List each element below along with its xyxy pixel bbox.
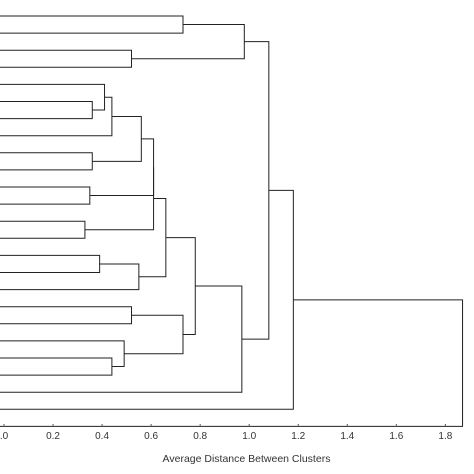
dendrogram-link-n18 [0,340,125,368]
dendrogram-link-n2 [0,49,133,68]
dendrogram-link-n4 [0,101,93,120]
dendrogram-link-n13 [0,254,101,273]
dendrogram-link-n11 [0,220,86,239]
dendrogram-link-n24 [0,299,464,427]
dendrogram-link-n12 [84,167,155,231]
x-tick-label: 0.8 [193,431,207,442]
x-tick-label: 0.2 [46,431,60,442]
dendrogram-link-n9 [0,186,91,205]
dendrogram-links [0,15,464,427]
dendrogram-link-n17 [0,357,113,376]
x-tick-label: 1.4 [340,431,354,442]
dendrogram-link-n1 [0,15,184,34]
dendrogram-link-n20 [165,237,196,335]
x-tick-label: 0.4 [95,431,109,442]
dendrogram-link-n14 [0,263,140,291]
dendrogram-link-n6 [0,96,113,137]
dendrogram-link-n5 [0,83,106,111]
x-tick-label: .0 [0,431,9,442]
dendrogram-link-n3 [131,24,245,60]
x-tick-label: 1.0 [242,431,256,442]
dendrogram-link-n22 [241,41,270,340]
x-tick-label: 1.2 [291,431,305,442]
x-tick-label: 1.8 [438,431,452,442]
x-tick-label: 0.6 [144,431,158,442]
x-axis-title: Average Distance Between Clusters [163,453,331,465]
dendrogram-link-n15 [138,197,167,278]
dendrogram-link-n8 [92,115,142,162]
dendrogram-link-n16 [0,306,133,325]
dendrogram-link-n7 [0,152,93,171]
dendrogram-link-n10 [89,138,155,197]
x-tick-label: 1.6 [389,431,403,442]
dendrogram-link-n23 [0,189,294,410]
x-axis: .0 0.2 0.4 0.6 0.8 1.0 1.2 1.4 1.6 1.8 [0,424,453,442]
dendrogram-link-n19 [124,314,184,355]
dendrogram-link-n21 [0,285,243,393]
